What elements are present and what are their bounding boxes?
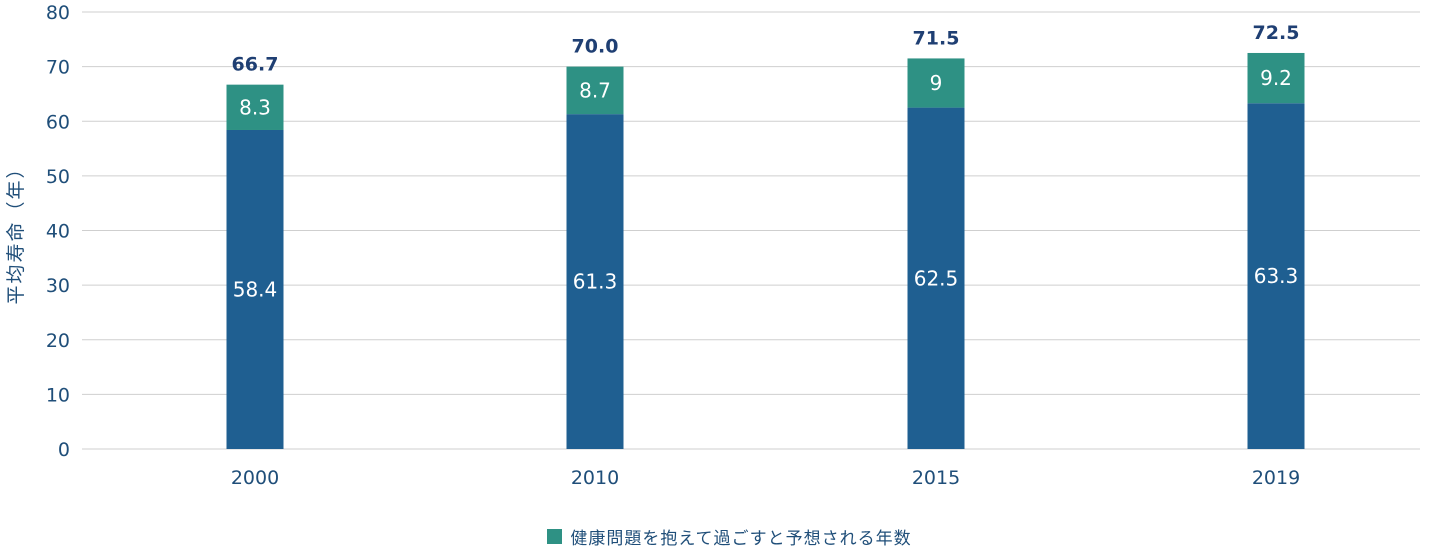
data-label: 9.2 bbox=[1260, 66, 1292, 90]
bar-segment-healthy bbox=[226, 129, 284, 450]
y-tick-label: 20 bbox=[46, 330, 70, 352]
data-label: 62.5 bbox=[914, 266, 959, 290]
data-label: 8.7 bbox=[579, 78, 611, 102]
x-tick-label: 2010 bbox=[571, 467, 619, 489]
stacked-bar-chart: 0 10 20 30 40 50 60 70 80 平均寿命（年） 58.4 8.3 66.7 61.… bbox=[5, 2, 1420, 489]
total-label: 66.7 bbox=[232, 54, 279, 76]
y-axis-label: 平均寿命（年） bbox=[5, 157, 27, 304]
total-label: 71.5 bbox=[913, 27, 960, 49]
data-label: 63.3 bbox=[1254, 264, 1299, 288]
y-tick-label: 40 bbox=[46, 221, 70, 243]
total-label: 72.5 bbox=[1253, 22, 1300, 44]
data-label: 9 bbox=[930, 71, 943, 95]
legend-label: 健康問題を抱えて過ごすと予想される年数 bbox=[570, 528, 912, 549]
y-tick-label: 30 bbox=[46, 275, 70, 297]
y-tick-label: 50 bbox=[46, 166, 70, 188]
bar-segment-health-problems bbox=[226, 84, 284, 130]
bars: 58.4 8.3 66.7 61.3 8.7 70.0 62.5 9 71.5 63.3 9.2 72… bbox=[226, 22, 1305, 450]
bar-segment-health-problems bbox=[1247, 52, 1305, 104]
bar-segment-health-problems bbox=[566, 66, 624, 115]
y-tick-label: 10 bbox=[46, 384, 70, 406]
y-tick-label: 0 bbox=[58, 439, 70, 461]
legend: 健康問題を抱えて過ごすと予想される年数 bbox=[0, 523, 1449, 549]
gridlines bbox=[82, 11, 1420, 450]
x-axis-ticks: 2000 2010 2015 2019 bbox=[231, 467, 1300, 489]
legend-swatch bbox=[547, 528, 563, 544]
total-label: 70.0 bbox=[572, 36, 619, 58]
x-tick-label: 2015 bbox=[912, 467, 960, 489]
y-axis-ticks: 0 10 20 30 40 50 60 70 80 bbox=[46, 2, 70, 461]
bar-segment-health-problems bbox=[907, 58, 965, 108]
bar-segment-healthy bbox=[566, 114, 624, 450]
bar-segment-healthy bbox=[1247, 103, 1305, 449]
bar-segment-healthy bbox=[907, 107, 965, 449]
y-tick-label: 80 bbox=[46, 2, 70, 24]
data-label: 61.3 bbox=[573, 270, 618, 294]
y-tick-label: 60 bbox=[46, 111, 70, 133]
y-tick-label: 70 bbox=[46, 57, 70, 79]
x-tick-label: 2019 bbox=[1252, 467, 1300, 489]
data-label: 8.3 bbox=[239, 95, 271, 119]
x-tick-label: 2000 bbox=[231, 467, 279, 489]
data-label: 58.4 bbox=[233, 277, 278, 301]
